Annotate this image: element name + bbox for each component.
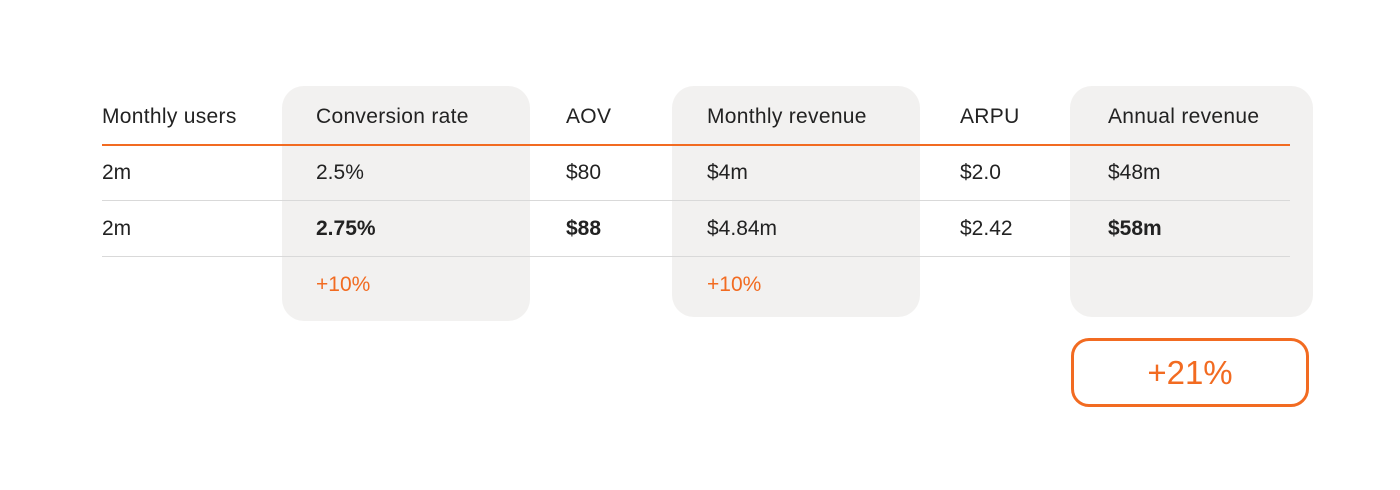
header-monthly-revenue: Monthly revenue: [707, 105, 867, 128]
header-conversion-rate: Conversion rate: [316, 105, 469, 128]
header-monthly-users: Monthly users: [102, 105, 237, 128]
row-1-conversion-rate: 2.5%: [316, 161, 364, 184]
row-2-monthly-revenue: $4.84m: [707, 217, 778, 240]
annual-revenue-column-highlight: [1070, 86, 1313, 317]
row-2-aov: $88: [566, 217, 602, 240]
row-1-arpu: $2.0: [960, 161, 1001, 184]
row-divider: [102, 200, 1290, 201]
header-divider: [102, 144, 1290, 146]
conversion-rate-change: +10%: [316, 273, 371, 296]
row-1-monthly-revenue: $4m: [707, 161, 748, 184]
conversion-rate-column-highlight: [282, 86, 530, 321]
row-divider: [102, 256, 1290, 257]
monthly-revenue-column-highlight: [672, 86, 920, 317]
row-2-arpu: $2.42: [960, 217, 1013, 240]
row-2-conversion-rate: 2.75%: [316, 217, 376, 240]
header-arpu: ARPU: [960, 105, 1020, 128]
total-change-value: +21%: [1147, 353, 1233, 391]
total-change-badge: +21%: [1071, 338, 1309, 407]
header-aov: AOV: [566, 105, 612, 128]
row-1-monthly-users: 2m: [102, 161, 132, 184]
monthly-revenue-change: +10%: [707, 273, 762, 296]
row-2-annual-revenue: $58m: [1108, 217, 1162, 240]
header-annual-revenue: Annual revenue: [1108, 105, 1260, 128]
row-2-monthly-users: 2m: [102, 217, 132, 240]
row-1-aov: $80: [566, 161, 602, 184]
row-1-annual-revenue: $48m: [1108, 161, 1161, 184]
